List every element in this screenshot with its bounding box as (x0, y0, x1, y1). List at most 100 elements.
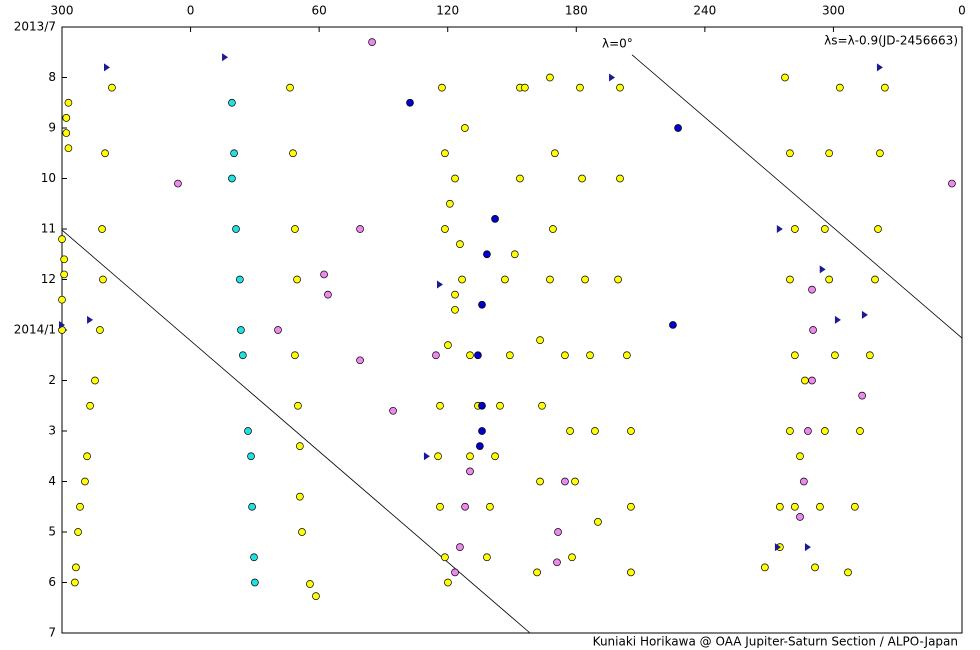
point (614, 275, 622, 284)
triangle-marker (59, 320, 65, 329)
point (591, 427, 599, 435)
point (627, 427, 635, 435)
point (858, 391, 866, 400)
point (761, 563, 769, 572)
y-tick-label: 4 (48, 474, 56, 488)
point (800, 477, 808, 486)
x-tick-label: 120 (436, 4, 459, 18)
triangle-marker (423, 452, 430, 461)
point (576, 83, 584, 92)
point (571, 477, 579, 486)
point (871, 275, 879, 284)
point (441, 225, 449, 233)
point (851, 502, 859, 511)
point (536, 336, 544, 344)
point (451, 290, 459, 299)
point (801, 376, 809, 385)
point (60, 255, 68, 264)
point (501, 275, 509, 284)
point (549, 225, 557, 233)
point (289, 149, 297, 158)
y-tick-label: 2014/1 (14, 323, 56, 337)
point (444, 341, 452, 349)
point (478, 401, 486, 410)
point (293, 275, 301, 284)
point (474, 351, 482, 360)
point (791, 351, 799, 360)
point (578, 174, 586, 183)
point (808, 376, 816, 385)
triangle-marker (437, 280, 443, 289)
triangle-marker (87, 315, 94, 324)
point (674, 124, 682, 132)
point (808, 285, 816, 294)
point (856, 427, 864, 435)
point (444, 578, 452, 587)
point (831, 351, 839, 360)
point (389, 406, 397, 415)
point (81, 477, 89, 486)
point (536, 477, 544, 486)
point (533, 568, 541, 577)
triangle-marker (774, 543, 781, 552)
point (476, 442, 484, 450)
plot-frame (61, 26, 963, 634)
point (486, 502, 494, 511)
point (510, 250, 519, 259)
point (244, 427, 252, 435)
point (250, 553, 258, 562)
point (368, 38, 376, 47)
point (491, 452, 499, 461)
point (478, 300, 486, 309)
point (312, 592, 320, 600)
point (237, 326, 245, 334)
point (466, 351, 474, 360)
point (71, 578, 79, 587)
y-tick-label: 8 (48, 70, 56, 84)
point (623, 351, 631, 360)
point (451, 305, 459, 314)
point (456, 240, 464, 248)
annotation: λ=0° (602, 37, 633, 51)
point (546, 73, 554, 82)
point (874, 225, 882, 233)
point (436, 401, 444, 410)
triangle-marker (804, 543, 811, 552)
point (466, 467, 474, 476)
point (825, 275, 833, 284)
point (491, 215, 499, 223)
point (844, 568, 852, 577)
point (456, 543, 464, 552)
point (821, 225, 829, 233)
point (96, 326, 104, 334)
point (101, 149, 109, 158)
point (239, 351, 247, 360)
point (98, 225, 106, 233)
point (506, 351, 514, 360)
point (436, 502, 444, 511)
point (62, 129, 71, 137)
point (627, 502, 635, 511)
point (83, 452, 91, 461)
point (796, 452, 804, 461)
triangle-marker (104, 63, 110, 72)
point (483, 250, 491, 259)
point (446, 199, 454, 208)
y-tick-label: 2 (48, 373, 56, 387)
point (228, 174, 236, 183)
triangle-marker (776, 225, 783, 233)
triangle-marker (876, 63, 883, 72)
point (236, 275, 244, 284)
point (320, 270, 328, 279)
triangle-marker (861, 310, 868, 319)
point (786, 275, 794, 284)
point (99, 275, 107, 284)
point (836, 83, 844, 92)
point (72, 563, 80, 572)
point (108, 83, 116, 92)
point (356, 225, 364, 233)
point (86, 401, 94, 410)
point (441, 553, 449, 562)
point (876, 149, 884, 158)
x-tick-label: 180 (565, 4, 588, 18)
